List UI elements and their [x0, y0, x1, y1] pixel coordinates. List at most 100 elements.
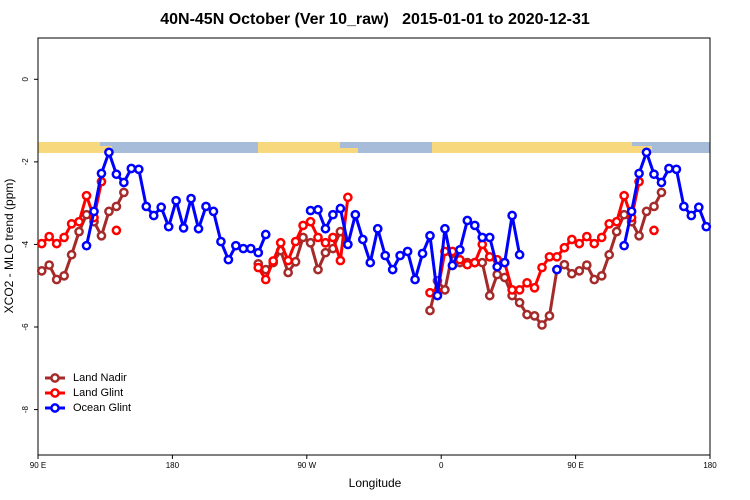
point: [141, 201, 152, 212]
point: [126, 163, 137, 174]
point: [537, 320, 547, 330]
point: [186, 193, 196, 204]
point: [343, 192, 353, 203]
legend-marker: [50, 388, 60, 398]
point: [357, 234, 368, 245]
point: [499, 272, 510, 283]
point: [701, 221, 712, 232]
point: [328, 209, 338, 220]
point: [649, 201, 659, 212]
point: [305, 237, 316, 248]
point: [462, 259, 473, 270]
legend: Land Nadir Land Glint Ocean Glint: [45, 372, 131, 414]
point: [283, 267, 293, 278]
point: [119, 187, 129, 198]
point: [589, 274, 600, 285]
point: [589, 238, 600, 249]
point: [574, 266, 585, 276]
point: [320, 223, 331, 234]
point: [193, 223, 204, 234]
point: [51, 238, 62, 249]
point: [36, 266, 47, 276]
point: [604, 218, 615, 229]
point: [537, 262, 547, 273]
point: [619, 240, 629, 251]
point: [484, 232, 495, 243]
x-tick-label: 0: [439, 461, 444, 470]
point: [171, 195, 181, 206]
point: [581, 260, 592, 270]
point: [604, 249, 615, 260]
y-tick-label: -4: [21, 240, 30, 248]
point: [81, 240, 92, 251]
point: [492, 269, 503, 280]
point: [455, 244, 465, 255]
point: [484, 290, 495, 301]
point: [156, 202, 167, 213]
point: [440, 223, 450, 234]
point: [245, 243, 256, 254]
point: [96, 168, 107, 179]
point: [462, 215, 473, 226]
land-band: [340, 148, 358, 153]
y-tick-label: -6: [21, 323, 30, 331]
point: [313, 204, 323, 215]
point: [425, 230, 435, 241]
point: [649, 225, 659, 236]
point: [74, 226, 84, 237]
point: [223, 254, 234, 265]
point: [36, 238, 47, 249]
point: [305, 216, 316, 227]
point: [163, 221, 174, 232]
y-tick-label: 0: [21, 77, 30, 82]
point: [320, 247, 331, 258]
point: [320, 237, 331, 248]
y-axis-label: XCO2 - MLO trend (ppm): [2, 179, 16, 314]
point: [290, 256, 301, 267]
point: [507, 210, 517, 221]
point: [574, 238, 585, 249]
land-ocean-strip: [38, 142, 710, 153]
point: [499, 257, 510, 268]
point: [649, 169, 659, 180]
point: [514, 285, 525, 295]
point: [522, 277, 532, 288]
point: [104, 147, 114, 158]
point: [634, 230, 644, 241]
ocean-band: [38, 142, 710, 153]
point: [634, 168, 644, 179]
point: [596, 232, 607, 243]
point: [59, 232, 69, 243]
point: [596, 270, 607, 281]
land-band: [632, 146, 652, 153]
point: [477, 232, 488, 243]
point: [552, 264, 562, 275]
point: [343, 239, 353, 250]
point: [231, 240, 241, 251]
point: [365, 257, 376, 268]
point: [148, 210, 159, 221]
point: [544, 311, 555, 321]
legend-marker: [50, 373, 60, 383]
point: [514, 249, 525, 260]
point: [552, 251, 562, 262]
point: [477, 257, 488, 268]
x-tick-label: 180: [703, 461, 717, 470]
point: [581, 231, 592, 242]
point: [44, 231, 55, 242]
point: [268, 256, 279, 266]
legend-marker: [50, 403, 60, 413]
point: [328, 232, 338, 243]
point: [671, 164, 682, 175]
point: [111, 169, 122, 180]
point: [111, 225, 122, 236]
point: [402, 246, 413, 257]
point: [253, 247, 264, 258]
point: [66, 218, 77, 229]
point: [253, 262, 264, 273]
point: [178, 223, 189, 233]
point: [208, 206, 219, 217]
point: [641, 147, 652, 158]
point: [350, 209, 361, 220]
